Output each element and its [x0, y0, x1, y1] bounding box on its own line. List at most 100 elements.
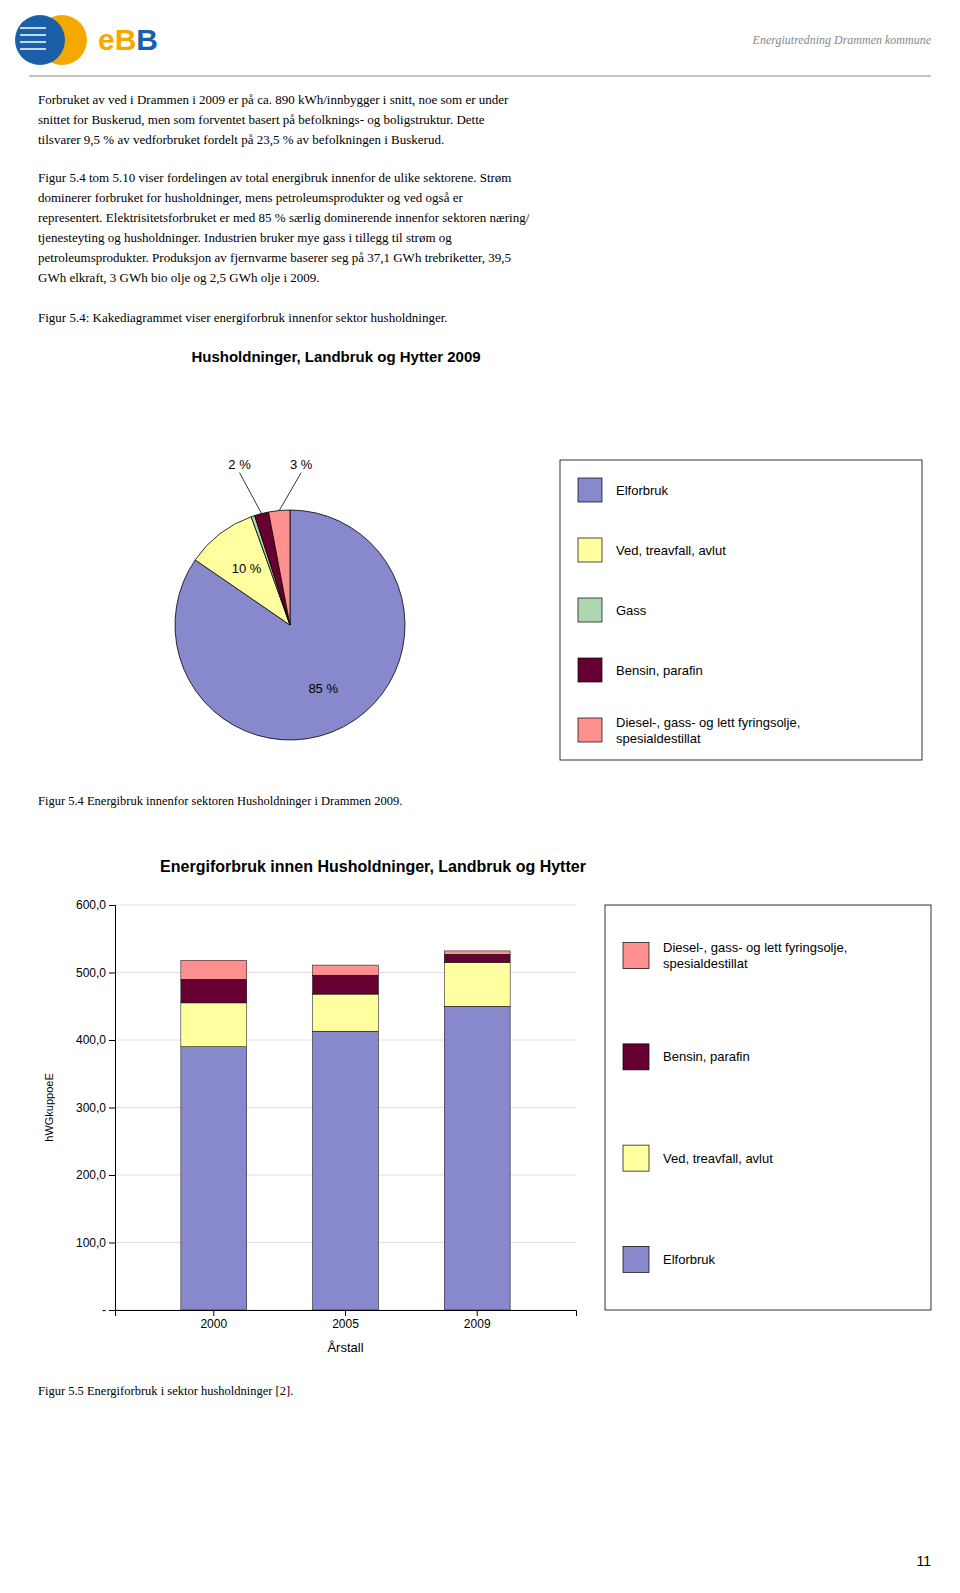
pie-slice — [269, 510, 290, 625]
legend-entry: Gass — [616, 603, 647, 618]
text-line: Figur 5.4 tom 5.10 viser fordelingen av … — [38, 170, 515, 185]
bar-segment — [181, 960, 247, 979]
legend-frame — [605, 905, 931, 1310]
tick-label: 100,0 — [76, 1236, 106, 1250]
chart-title: Energiforbruk innen Husholdninger, Landb… — [160, 858, 586, 875]
legend-entry: Diesel-, gass- og lett fyringsolje, spes… — [663, 940, 851, 971]
tick-mark — [109, 1175, 115, 1176]
text-line: Ved, treavfall, avlut — [616, 543, 726, 558]
leader-line — [279, 473, 301, 511]
text-line: petroleumsprodukter. Produksjon av fjern… — [38, 250, 514, 265]
paragraph: Forbruket av ved i Drammen i 2009 er på … — [38, 92, 512, 147]
tick-mark — [109, 973, 115, 974]
text-line: Bensin, parafin — [663, 1049, 750, 1064]
tick-label: 2000 — [200, 1317, 227, 1331]
bar-segment — [444, 954, 510, 962]
bar-segment — [313, 975, 379, 994]
figure-note: Figur 5.5 Energiforbruk i sektor hushold… — [38, 1384, 293, 1398]
legend-swatch — [578, 718, 602, 742]
text-line: GWh elkraft, 3 GWh bio olje og 2,5 GWh o… — [38, 270, 320, 285]
legend-entry: Bensin, parafin — [616, 663, 703, 678]
legend-entry: Diesel-, gass- og lett fyringsolje, spes… — [616, 715, 804, 746]
legend-swatch — [578, 658, 602, 682]
bar-segment — [181, 1003, 247, 1047]
bar-chart: -100,0200,0300,0400,0500,0600,0200020052… — [43, 898, 577, 1355]
tick-mark — [213, 1310, 214, 1316]
header-title: Energiutredning Drammen kommune — [752, 33, 932, 47]
tick: 2000 — [200, 1310, 227, 1331]
page-svg: eBB Energiutredning Drammen kommune Forbru… — [0, 0, 960, 1593]
legend-entry: Ved, treavfall, avlut — [616, 543, 726, 558]
bar-segment — [181, 1047, 247, 1310]
bar-segment — [313, 965, 379, 975]
bar-segment — [313, 994, 379, 1031]
tick: 2005 — [332, 1310, 359, 1331]
bars — [181, 951, 510, 1310]
page-number: 11 — [916, 1553, 931, 1569]
tick-label: 400,0 — [76, 1033, 106, 1047]
text-line: Elforbruk — [616, 483, 669, 498]
tick-label: 600,0 — [76, 898, 106, 912]
logo: eBB — [15, 15, 158, 65]
y-axis-title: hWGkuppoeE — [43, 1073, 55, 1141]
data-label: 3 % — [290, 457, 313, 472]
tick-label: - — [102, 1303, 106, 1317]
legend-swatch — [578, 598, 602, 622]
legend-entry: Elforbruk — [663, 1252, 716, 1267]
legend: Elforbruk Ved, treavfall, avlut Gass Bensin… — [560, 460, 922, 760]
text-line: tjenesteyting og husholdninger. Industri… — [38, 230, 455, 245]
figure-caption: Figur 5.4: Kakediagrammet viser energifo… — [38, 310, 448, 325]
data-label: 2 % — [228, 457, 251, 472]
text-line: snittet for Buskerud, men som forventet … — [38, 112, 488, 127]
tick-label: 2005 — [332, 1317, 359, 1331]
text-line: Gass — [616, 603, 647, 618]
x-axis-title: Årstall — [327, 1340, 363, 1355]
logo-wave — [20, 48, 46, 50]
data-label: 10 % — [232, 561, 262, 576]
text-line: Forbruket av ved i Drammen i 2009 er på … — [38, 92, 512, 107]
text-line: spesialdestillat — [663, 956, 748, 971]
bar-segment — [181, 979, 247, 1003]
legend-entry: Elforbruk — [616, 483, 669, 498]
grid-line — [115, 905, 576, 906]
bar-segment — [444, 962, 510, 1006]
legend-swatch — [623, 1145, 649, 1171]
tick: 600,0 — [76, 898, 115, 912]
text-line: Diesel-, gass- og lett fyringsolje, — [616, 715, 804, 730]
tick-mark — [345, 1310, 346, 1316]
logo-wave — [20, 27, 46, 29]
x-axis: 200020052009 — [116, 1310, 577, 1331]
axis-line — [116, 1311, 577, 1317]
legend-swatch — [578, 538, 602, 562]
tick-mark — [109, 1108, 115, 1109]
text-line: tilsvarer 9,5 % av vedforbruket fordelt … — [38, 132, 444, 147]
logo-text: eBB — [98, 23, 158, 56]
legend-swatch — [623, 1044, 649, 1070]
text-line: Bensin, parafin — [616, 663, 703, 678]
text-line: spesialdestillat — [616, 731, 701, 746]
page: eBB Energiutredning Drammen kommune Forbru… — [0, 0, 960, 1593]
tick: 200,0 — [76, 1168, 115, 1182]
leader-line — [240, 473, 262, 514]
axis-line — [109, 906, 116, 1311]
tick: 300,0 — [76, 1101, 115, 1115]
legend: Diesel-, gass- og lett fyringsolje, spes… — [605, 905, 931, 1310]
tick-mark — [109, 905, 115, 906]
grid — [115, 905, 576, 1310]
legend-swatch — [623, 1246, 649, 1272]
legend-entry: Bensin, parafin — [663, 1049, 750, 1064]
chart-title: Husholdninger, Landbruk og Hytter 2009 — [191, 348, 480, 365]
logo-circle — [15, 15, 65, 65]
tick-label: 500,0 — [76, 966, 106, 980]
logo-wave — [20, 34, 46, 36]
legend-swatch — [578, 478, 602, 502]
tick-label: 300,0 — [76, 1101, 106, 1115]
legend-frame — [560, 460, 922, 760]
header-rule — [29, 76, 931, 77]
logo-text-part: B — [136, 23, 158, 56]
tick-mark — [477, 1310, 478, 1316]
paragraph: Figur 5.4 tom 5.10 viser fordelingen av … — [38, 170, 533, 285]
tick-mark — [109, 1243, 115, 1244]
data-label: 85 % — [308, 681, 338, 696]
bar-segment — [444, 1006, 510, 1310]
